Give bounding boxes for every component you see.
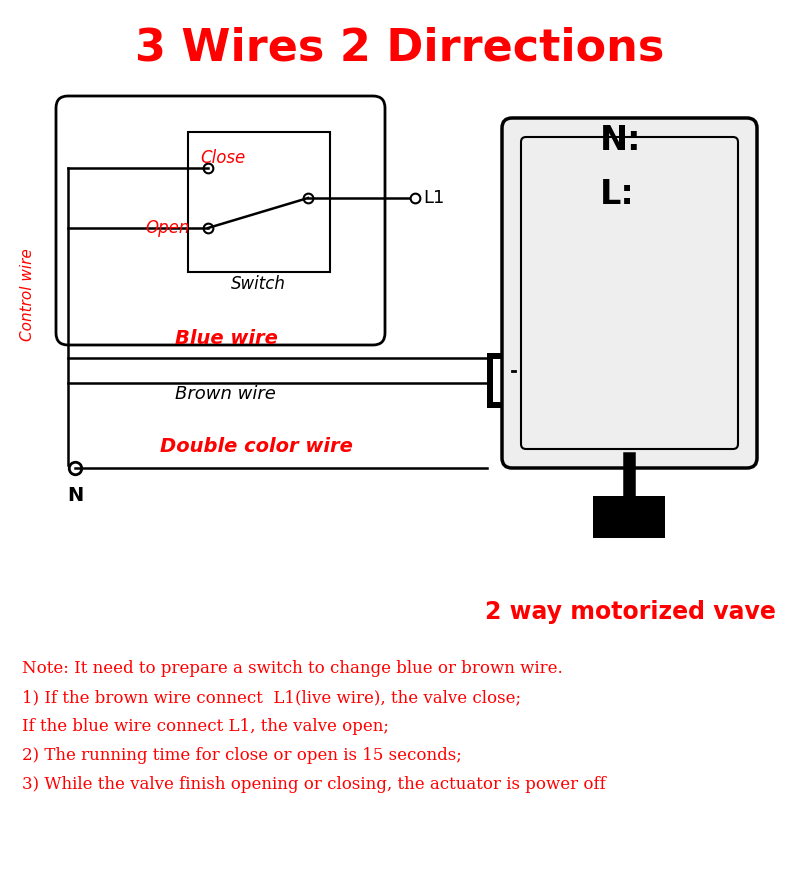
Text: N:: N: <box>600 123 642 156</box>
Text: 3 Wires 2 Dirrections: 3 Wires 2 Dirrections <box>135 26 665 70</box>
Text: 2 way motorized vave: 2 way motorized vave <box>485 600 775 624</box>
Text: 1) If the brown wire connect  L1(live wire), the valve close;: 1) If the brown wire connect L1(live wir… <box>22 689 521 706</box>
Text: Double color wire: Double color wire <box>160 437 353 456</box>
Text: Blue wire: Blue wire <box>175 329 278 348</box>
Text: L:: L: <box>600 178 634 211</box>
FancyBboxPatch shape <box>502 118 757 468</box>
Text: Brown wire: Brown wire <box>175 385 276 403</box>
Bar <box>593 496 665 538</box>
Text: 3) While the valve finish opening or closing, the actuator is power off: 3) While the valve finish opening or clo… <box>22 776 606 793</box>
Text: L1: L1 <box>423 189 444 207</box>
Text: Note: It need to prepare a switch to change blue or brown wire.: Note: It need to prepare a switch to cha… <box>22 660 562 677</box>
Text: Close: Close <box>200 149 246 167</box>
Text: N: N <box>67 486 83 505</box>
Text: Switch: Switch <box>230 275 286 293</box>
Text: Control wire: Control wire <box>21 249 35 341</box>
Bar <box>493 359 509 402</box>
Bar <box>487 353 515 408</box>
Text: If the blue wire connect L1, the valve open;: If the blue wire connect L1, the valve o… <box>22 718 389 735</box>
Text: Open: Open <box>145 219 190 237</box>
Text: 2) The running time for close or open is 15 seconds;: 2) The running time for close or open is… <box>22 747 462 764</box>
